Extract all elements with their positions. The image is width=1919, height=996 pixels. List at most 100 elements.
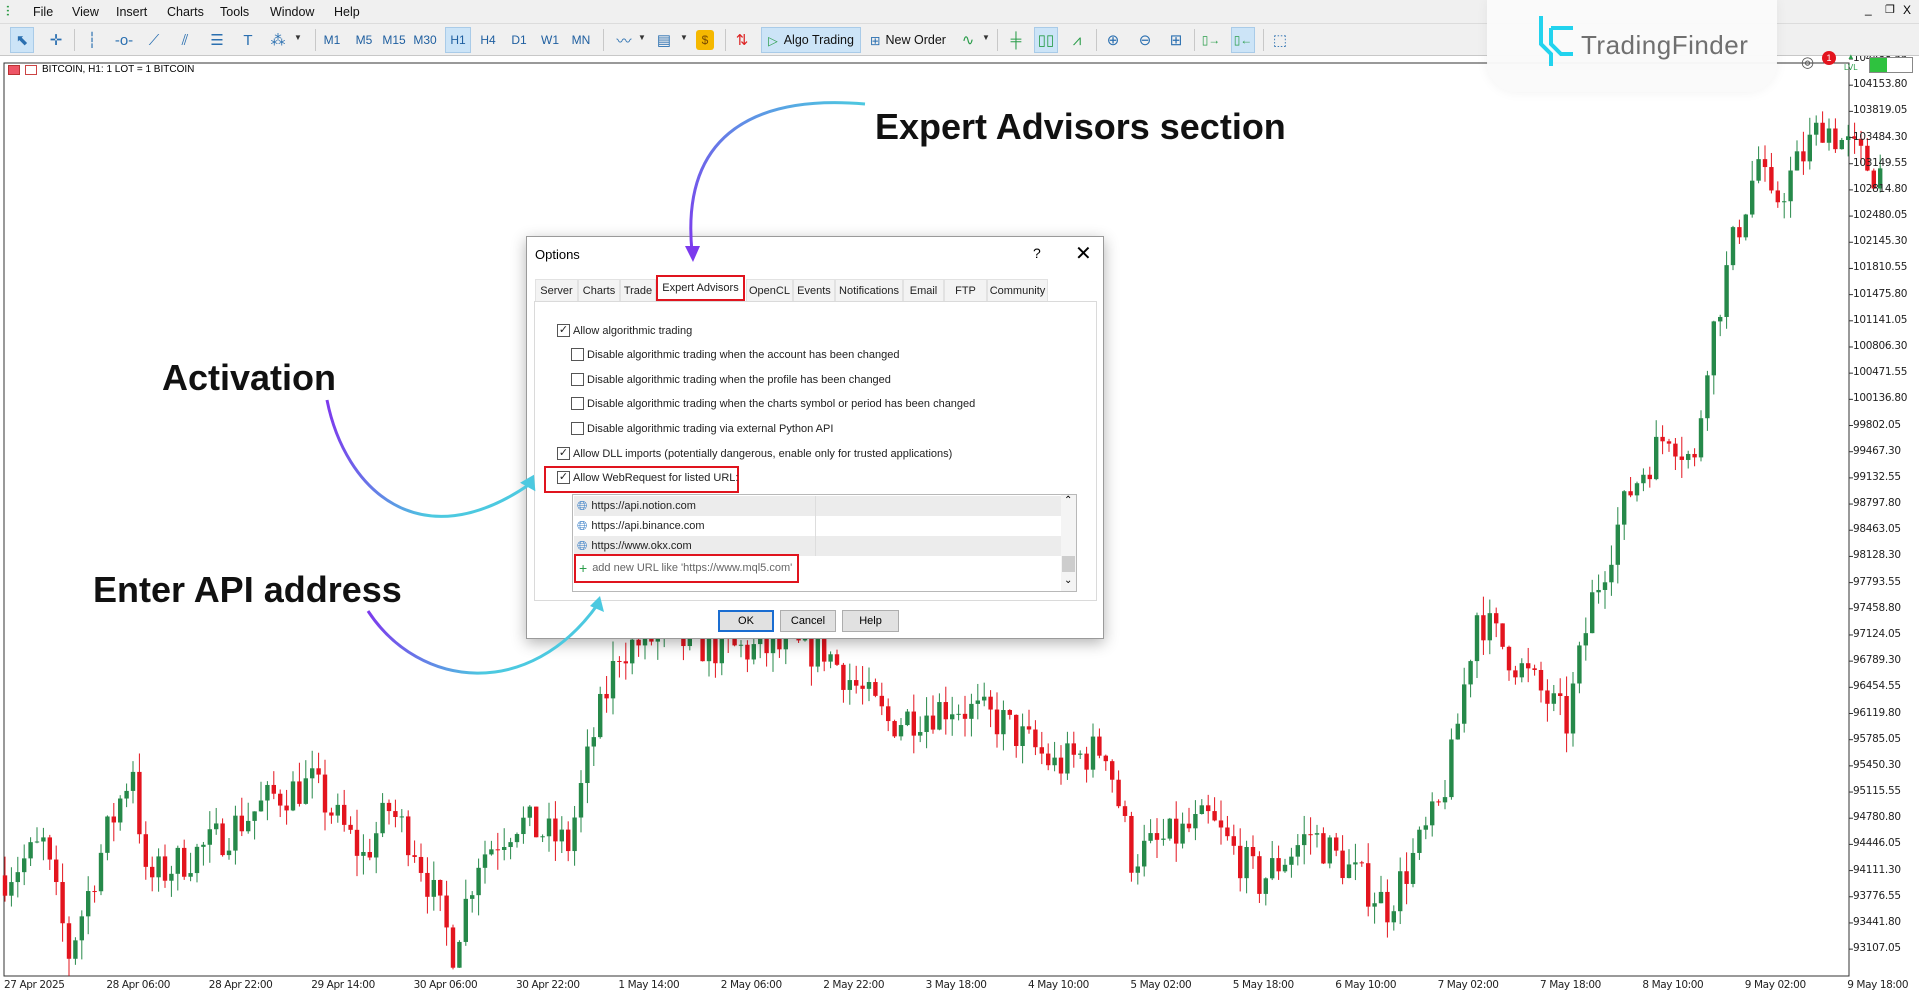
timeframe-w1[interactable]: W1	[541, 33, 559, 47]
cursor-icon[interactable]: ⬉	[10, 27, 34, 53]
dialog-close-icon[interactable]: ✕	[1075, 243, 1092, 265]
option-disable-on-account-change[interactable]: Disable algorithmic trading when the acc…	[571, 348, 899, 361]
option-disable-python-api[interactable]: Disable algorithmic trading via external…	[571, 422, 833, 435]
bear-candle	[566, 829, 571, 852]
bar-chart-icon[interactable]: ╪	[1010, 31, 1022, 49]
timeframe-m30[interactable]: M30	[413, 33, 437, 47]
url-list-scrollbar[interactable]: ⌃ ⌄	[1061, 495, 1076, 591]
line-chart-icon[interactable]: ⩘	[1072, 31, 1082, 49]
text-icon[interactable]: T	[243, 31, 253, 49]
bull-candle	[28, 842, 33, 859]
url-row[interactable]: 🌐︎ https://api.binance.com	[574, 516, 1061, 536]
horizontal-line-icon[interactable]: -o-	[114, 31, 134, 49]
checkbox-checked[interactable]: ✓	[557, 447, 570, 460]
option-disable-on-profile-change[interactable]: Disable algorithmic trading when the pro…	[571, 373, 891, 386]
bull-candle	[918, 732, 923, 736]
trendline-icon[interactable]: ⟋	[148, 31, 160, 49]
tab-opencl[interactable]: OpenCL	[746, 279, 793, 301]
checkbox[interactable]	[571, 397, 584, 410]
menu-tools[interactable]: Tools	[220, 5, 250, 19]
menu-view[interactable]: View	[72, 5, 99, 19]
bull-candle	[847, 680, 852, 690]
tile-windows-icon[interactable]: ⊞	[1169, 32, 1183, 49]
url-row[interactable]: 🌐︎ https://www.okx.com	[574, 536, 1061, 556]
vertical-line-icon[interactable]: ┆	[87, 32, 97, 49]
fibonacci-icon[interactable]: ☰	[210, 32, 224, 49]
signals-dropdown-icon[interactable]: ▼	[982, 33, 990, 42]
help-button[interactable]: Help	[842, 610, 899, 632]
one-click-trading-icon[interactable]: ⇅	[735, 32, 749, 49]
minimize-icon[interactable]: _	[1865, 2, 1872, 16]
menu-file[interactable]: File	[33, 5, 54, 19]
bear-candle	[2, 875, 8, 896]
zoom-in-icon[interactable]: ⊕	[1106, 32, 1120, 49]
checkbox-checked[interactable]: ✓	[557, 471, 570, 484]
bear-candle	[495, 849, 500, 851]
tab-ftp[interactable]: FTP	[944, 279, 987, 301]
option-allow-algo-trading[interactable]: ✓ Allow algorithmic trading	[557, 324, 693, 337]
menu-window[interactable]: Window	[270, 5, 315, 19]
checkbox[interactable]	[571, 422, 584, 435]
scroll-up-icon[interactable]: ⌃	[1064, 495, 1073, 506]
auto-scroll-icon[interactable]: ▯→	[1201, 33, 1221, 47]
scroll-down-icon[interactable]: ⌄	[1064, 575, 1073, 586]
algo-trading-button[interactable]: ▷ Algo Trading	[761, 27, 861, 53]
scroll-thumb[interactable]	[1062, 556, 1075, 572]
timeframe-d1[interactable]: D1	[511, 33, 527, 47]
chart-menu-icon[interactable]	[8, 64, 20, 75]
tab-expert-advisors[interactable]: Expert Advisors	[656, 275, 745, 301]
add-url-input[interactable]: + add new URL like 'https://www.mql5.com'	[579, 560, 793, 576]
tab-community[interactable]: Community	[987, 279, 1048, 301]
level-icon[interactable]: ▲ LVL	[1844, 52, 1858, 72]
bull-candle	[169, 873, 174, 881]
user-icon[interactable]: ◎	[1801, 54, 1815, 71]
checkbox-checked[interactable]: ✓	[557, 324, 570, 337]
timeframe-mn[interactable]: MN	[571, 33, 591, 47]
new-order-button[interactable]: ⊞ New Order	[870, 33, 946, 48]
market-icon[interactable]: $	[696, 30, 714, 50]
candlestick-icon[interactable]: ▯▯	[1034, 27, 1058, 53]
channel-icon[interactable]: ⫽	[181, 31, 189, 49]
menu-insert[interactable]: Insert	[116, 5, 148, 19]
option-allow-webrequest[interactable]: ✓ Allow WebRequest for listed URL:	[557, 471, 739, 484]
tab-charts[interactable]: Charts	[578, 279, 620, 301]
timeframe-h1[interactable]: H1	[445, 27, 471, 53]
timeframe-m15[interactable]: M15	[382, 33, 406, 47]
tab-email[interactable]: Email	[903, 279, 944, 301]
checkbox[interactable]	[571, 348, 584, 361]
cancel-button[interactable]: Cancel	[780, 610, 836, 632]
menu-help[interactable]: Help	[334, 5, 360, 19]
chart-type-icon[interactable]: 〰	[616, 32, 632, 50]
template-dropdown-icon[interactable]: ▼	[680, 33, 688, 42]
timeframe-m1[interactable]: M1	[323, 33, 341, 47]
chart-shift-icon[interactable]: ▯←	[1231, 27, 1255, 53]
bear-candle	[1775, 190, 1780, 203]
signals-icon[interactable]: ∿	[961, 32, 975, 49]
close-icon[interactable]: X	[1903, 3, 1912, 17]
chart-type-dropdown-icon[interactable]: ▼	[638, 33, 646, 42]
bear-candle	[47, 837, 52, 860]
shapes-dropdown-icon[interactable]: ▼	[294, 33, 302, 42]
bear-candle	[450, 927, 456, 968]
option-allow-dll-imports[interactable]: ✓ Allow DLL imports (potentially dangerou…	[557, 447, 953, 460]
restore-icon[interactable]: ❐	[1885, 4, 1895, 16]
option-disable-on-symbol-change[interactable]: Disable algorithmic trading when the cha…	[571, 397, 975, 410]
tab-trade[interactable]: Trade	[620, 279, 656, 301]
tab-notifications[interactable]: Notifications	[835, 279, 903, 301]
tab-server[interactable]: Server	[535, 279, 578, 301]
menu-charts[interactable]: Charts	[167, 5, 204, 19]
shapes-icon[interactable]: ⁂	[270, 32, 286, 49]
crosshair-icon[interactable]: ✛	[49, 32, 63, 49]
screenshot-icon[interactable]: ⬚	[1272, 32, 1288, 49]
tab-events[interactable]: Events	[793, 279, 835, 301]
checkbox[interactable]	[571, 373, 584, 386]
bull-candle	[310, 768, 315, 779]
url-row[interactable]: 🌐︎ https://api.notion.com	[574, 496, 1061, 516]
bull-candle	[380, 802, 385, 834]
zoom-out-icon[interactable]: ⊖	[1138, 32, 1152, 49]
ok-button[interactable]: OK	[718, 610, 774, 632]
template-icon[interactable]: ▤	[656, 32, 672, 49]
timeframe-h4[interactable]: H4	[480, 33, 496, 47]
dialog-help-button[interactable]: ?	[1033, 245, 1041, 261]
timeframe-m5[interactable]: M5	[355, 33, 373, 47]
